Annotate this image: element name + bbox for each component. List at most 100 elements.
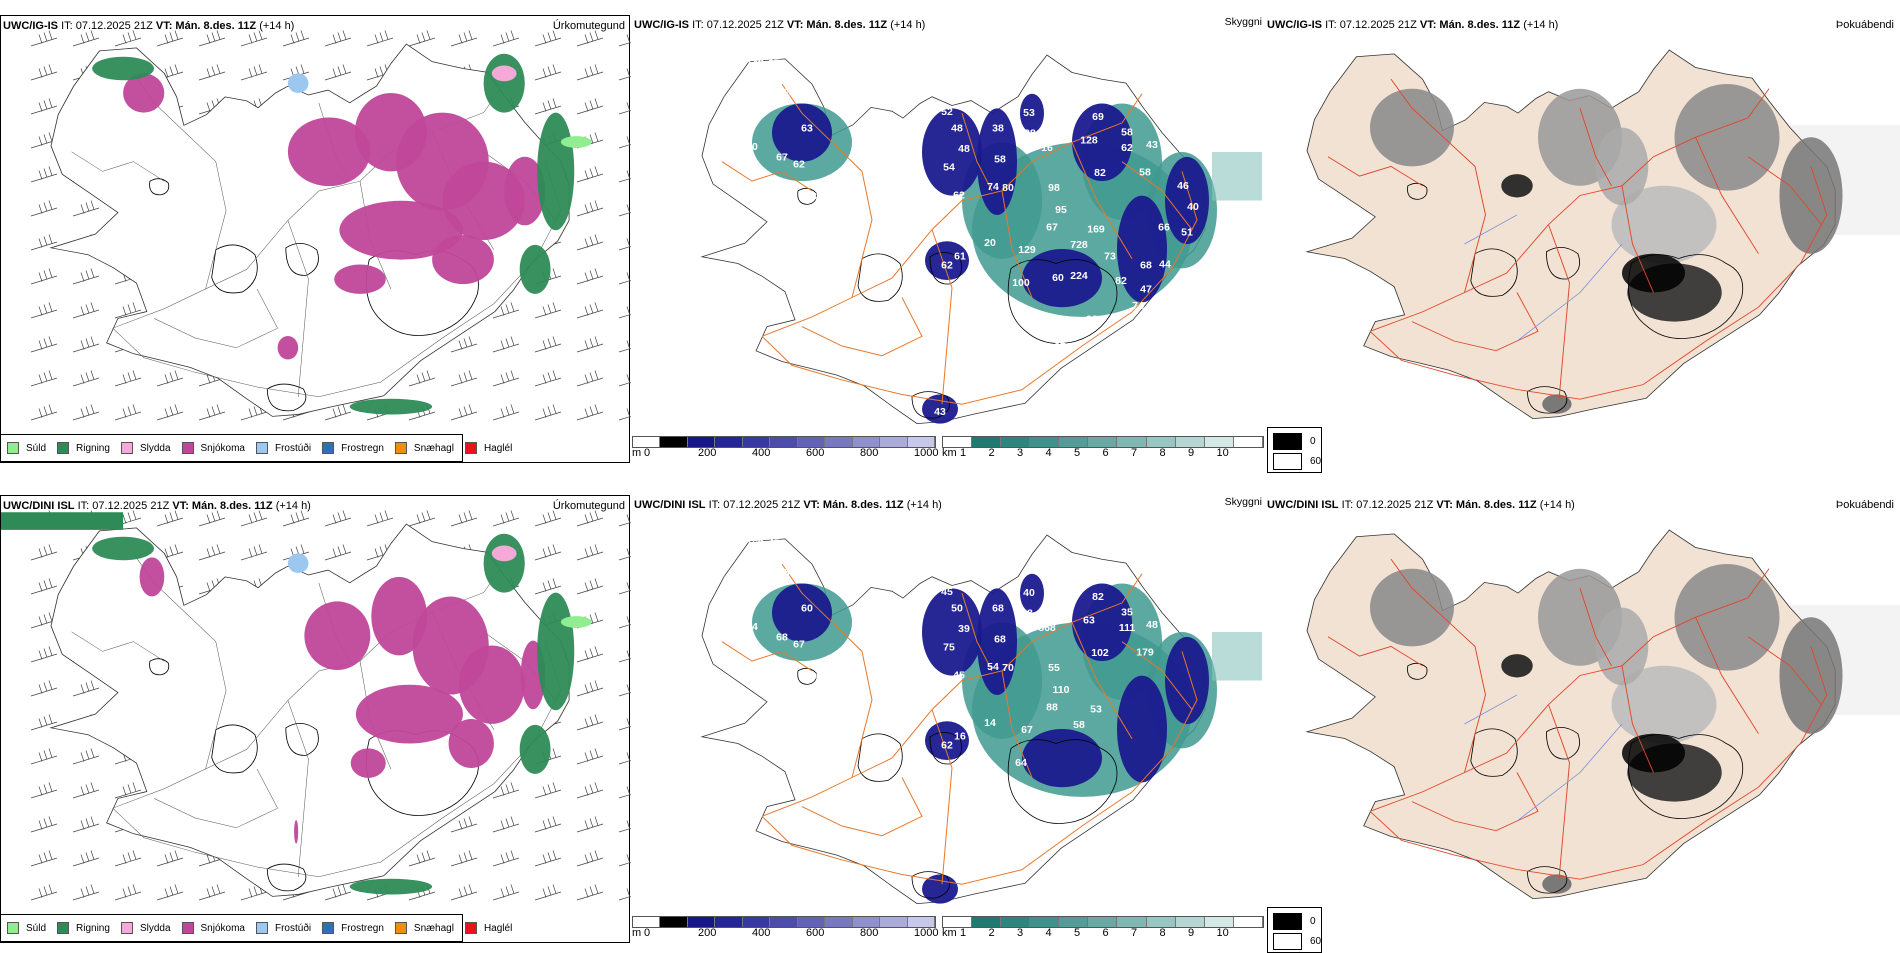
lead-time: (+14 h) (1523, 19, 1559, 31)
legend-label: Frostregn (341, 442, 384, 454)
visibility-value-label: 44 (1159, 260, 1171, 271)
visibility-value-label: 68 (992, 604, 1004, 615)
rain-area (483, 53, 525, 113)
wind-barb-icon (576, 578, 604, 595)
color-bar-segment (770, 437, 798, 447)
visibility-value-label: 62 (941, 741, 953, 752)
lead-time: (+14 h) (1539, 499, 1575, 511)
model-name: UWC/DINI ISL (634, 499, 706, 511)
wind-barb-icon (576, 850, 604, 867)
visibility-value-label: 100 (1012, 278, 1030, 289)
wind-barb-icon (324, 64, 352, 81)
wind-barb-icon (366, 30, 394, 47)
precip-type-map (30, 30, 631, 421)
road-line (1390, 78, 1486, 293)
visibility-value-label: 70 (1002, 663, 1014, 674)
road-line (781, 563, 873, 778)
legend-item-frostregn: Frostregn (322, 922, 384, 934)
wind-barb-icon (324, 510, 352, 527)
road-line (1579, 588, 1612, 666)
legend-label: Snjókoma (200, 442, 245, 454)
wind-barb-icon (534, 64, 562, 81)
wind-barb-icon (72, 816, 100, 833)
wind-barb-icon (324, 544, 352, 561)
color-bar-segment (770, 917, 798, 927)
visibility-area (1212, 152, 1262, 201)
rain-area (92, 56, 154, 81)
visibility-value-label: 42 (778, 88, 790, 99)
low-cloud-area (925, 241, 969, 281)
wind-barb-icon (198, 510, 226, 527)
wind-barb-icon (30, 98, 58, 115)
legend-item-haglél: Haglél (464, 922, 512, 934)
wind-barb-icon (576, 166, 604, 183)
wind-barb-icon (576, 268, 604, 285)
visibility-value-label: 43 (934, 407, 946, 418)
wind-barb-icon (366, 544, 394, 561)
visibility-area (1212, 632, 1262, 681)
scale-tick-label: 2 (988, 447, 995, 459)
wind-barb-icon (618, 854, 631, 867)
wind-barb-icon (30, 64, 58, 81)
snow-area (371, 576, 427, 656)
scale-tick-label: 800 (860, 447, 879, 459)
wind-barb-icon (30, 578, 58, 595)
visibility-value-label: 60 (1052, 273, 1064, 284)
wind-barb-icon (72, 404, 100, 421)
visibility-value-label: 35 (1121, 608, 1133, 619)
wind-barb-icon (534, 98, 562, 115)
model-name: UWC/IG-IS (1267, 19, 1322, 31)
wind-barb-icon (408, 850, 436, 867)
wind-barb-icon (576, 30, 604, 47)
legend-label: 60 (1310, 456, 1322, 467)
legend-label: Slydda (139, 442, 171, 454)
wind-barb-icon (30, 816, 58, 833)
color-bar-segment (825, 917, 853, 927)
visibility-value-label: 82 (1094, 168, 1106, 179)
wind-barb-icon (618, 170, 631, 183)
legend-swatch (120, 922, 133, 934)
legend-label: Rigning (76, 922, 110, 934)
valid-time: VT: Mán. 8.des. 11Z (1436, 499, 1537, 511)
valid-time: VT: Mán. 8.des. 11Z (786, 19, 888, 31)
wind-barb-icon (240, 404, 268, 421)
wind-barb-icon (534, 850, 562, 867)
model-name: UWC/IG-IS (634, 19, 689, 31)
rain-area (519, 724, 551, 774)
visibility-value-label: 64 (746, 622, 758, 633)
snow-area (334, 264, 386, 294)
wind-barb-icon (324, 404, 352, 421)
scale-tick-label: 10 (1216, 927, 1229, 939)
scale-unit: m (632, 447, 642, 459)
init-time: IT: 07.12.2025 21Z (61, 20, 153, 32)
road-line (287, 220, 309, 397)
road-line (1621, 665, 1654, 773)
road-line (931, 229, 953, 405)
color-bar-segment (825, 437, 853, 447)
wind-barb-icon (618, 272, 631, 285)
road-line (1071, 142, 1133, 259)
road-line (761, 651, 1198, 885)
wind-barb-icon (30, 612, 58, 629)
low-cloud-area (977, 588, 1017, 696)
wind-barb-icon (30, 336, 58, 353)
wind-barb-icon (408, 510, 436, 527)
model-name: UWC/DINI ISL (1267, 499, 1339, 511)
wind-barb-icon (492, 884, 520, 901)
low-cloud-area (925, 721, 969, 761)
legend-label: Haglél (483, 442, 513, 454)
wind-barb-icon (30, 680, 58, 697)
road-line (1369, 568, 1770, 812)
wind-barb-icon (72, 302, 100, 319)
wind-barb-icon (72, 30, 100, 47)
visibility-value-label: 68 (1140, 261, 1152, 272)
wind-barb-icon (366, 510, 394, 527)
wind-barb-icon (618, 204, 631, 217)
wind-barb-icon (240, 64, 268, 81)
color-bar-segment (1175, 917, 1205, 927)
visibility-value-label: 16 (954, 732, 966, 743)
color-bar-segment (972, 437, 1002, 447)
low-cloud-area (1022, 729, 1102, 788)
wind-barb-icon (30, 748, 58, 765)
precip-type-panel-dini: UWC/DINI ISL IT: 07.12.2025 21Z VT: Mán.… (0, 495, 631, 943)
